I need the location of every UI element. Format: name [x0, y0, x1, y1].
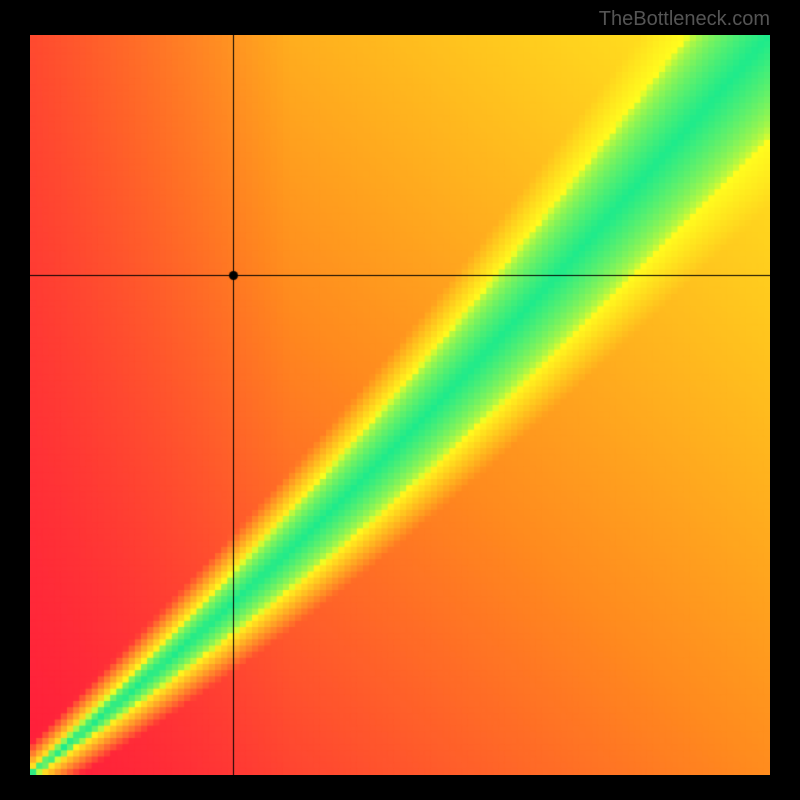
watermark-text: TheBottleneck.com	[599, 8, 770, 31]
heatmap-plot	[30, 35, 770, 775]
chart-container: TheBottleneck.com	[0, 0, 800, 800]
heatmap-canvas	[30, 35, 770, 775]
